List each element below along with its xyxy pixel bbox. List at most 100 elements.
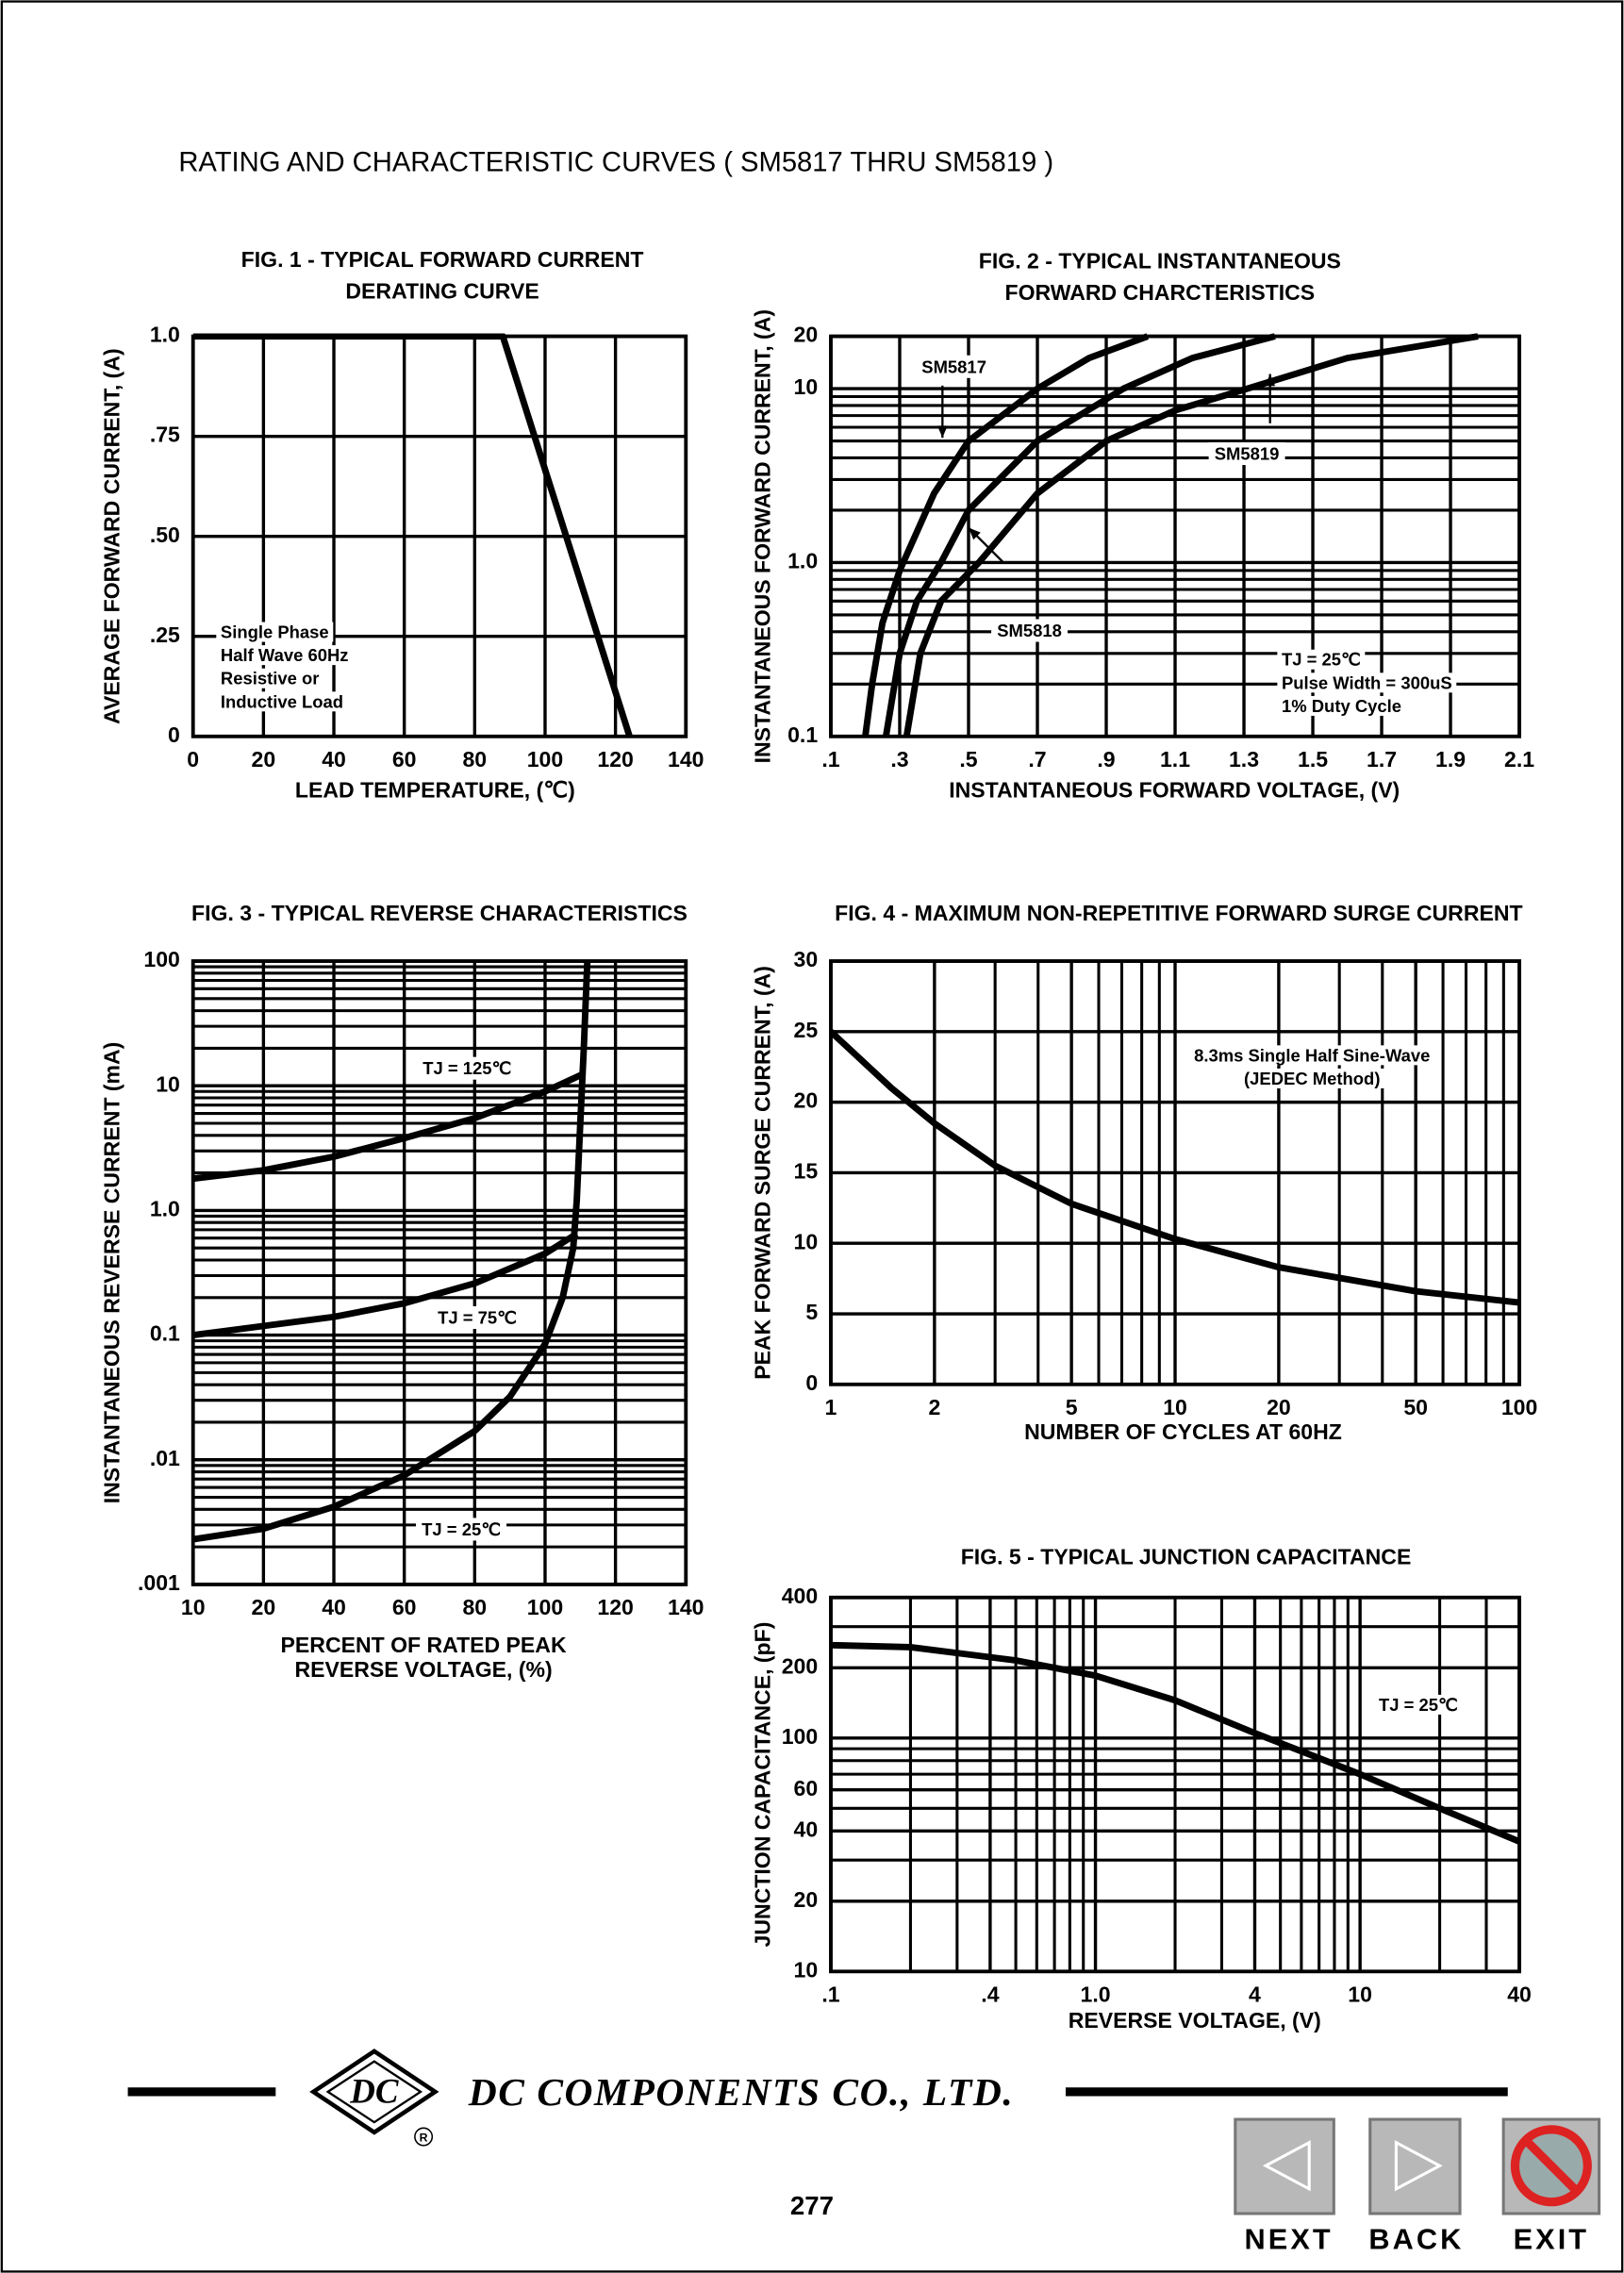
y-tick-label: .25	[150, 622, 180, 647]
next-button[interactable]: NEXT	[1234, 2117, 1335, 2255]
annotation: 8.3ms Single Half Sine-Wave	[1194, 1045, 1430, 1065]
curve	[192, 1231, 579, 1338]
x-tick-label: 10	[181, 1595, 206, 1619]
plot-frame	[191, 959, 688, 1586]
page-title: RATING AND CHARACTERISTIC CURVES ( SM581…	[178, 147, 1053, 177]
x-tick-label: .5	[959, 747, 977, 771]
chart-title: FIG. 2 - TYPICAL INSTANTANEOUS	[979, 248, 1341, 273]
chart: 10 20 40 60 80 100 120 140 .001 .01 0.1 1.0 10 100 TJ …	[99, 901, 704, 1682]
button-label[interactable]: NEXT	[1245, 2222, 1334, 2255]
x-tick-label: 20	[252, 1595, 276, 1619]
curve	[882, 333, 1276, 738]
x-axis-label: PERCENT OF RATED PEAK	[281, 1633, 567, 1657]
x-axis-label: INSTANTANEOUS FORWARD VOLTAGE, (V)	[949, 777, 1400, 802]
button-face[interactable]	[1234, 2117, 1335, 2215]
button-face[interactable]	[1368, 2117, 1462, 2215]
y-tick-label: 10	[156, 1071, 180, 1096]
x-tick-label: .7	[1028, 747, 1046, 771]
chart-title: FIG. 4 - MAXIMUM NON-REPETITIVE FORWARD …	[835, 901, 1522, 925]
button-icon[interactable]	[1262, 2140, 1311, 2192]
chart: .1 .3 .5 .7 .9 1.1 1.3 1.5 1.7 1.9 2.1 0.1 1.0 10 20 SM…	[750, 248, 1534, 802]
chart-title: DERATING CURVE	[345, 279, 539, 304]
back-button[interactable]: BACK	[1368, 2117, 1464, 2255]
y-tick-label: 0	[168, 722, 180, 747]
y-tick-label: 15	[794, 1159, 819, 1184]
y-tick-label: 20	[794, 323, 819, 347]
x-tick-label: 4	[1249, 1983, 1261, 2007]
registered-letter: R	[420, 2131, 428, 2144]
logo-diamond	[309, 2049, 439, 2135]
annotation-background	[1374, 1694, 1463, 1715]
y-tick-label: .50	[150, 523, 180, 547]
label-background	[431, 1305, 522, 1330]
y-axis-label: INSTANTANEOUS FORWARD CURRENT, (A)	[750, 309, 774, 763]
arrow-head	[968, 527, 981, 540]
y-tick-label: 100	[143, 947, 179, 971]
x-tick-label: 1.7	[1367, 747, 1397, 771]
x-tick-label: 100	[527, 747, 563, 771]
x-tick-label: 1.9	[1435, 747, 1466, 771]
label-background	[1208, 441, 1285, 466]
y-tick-label: .01	[150, 1446, 180, 1470]
y-tick-label: 40	[794, 1817, 819, 1841]
y-tick-label: 0.1	[787, 722, 818, 747]
company-name: DC COMPONENTS CO., LTD.	[468, 2070, 1015, 2114]
x-tick-label: .4	[981, 1983, 999, 2007]
x-tick-label: 60	[392, 747, 417, 771]
annotation: (JEDEC Method)	[1244, 1069, 1380, 1088]
curve	[830, 1029, 1520, 1306]
curve	[192, 333, 633, 738]
x-tick-label: 80	[463, 747, 488, 771]
chart: .1 .4 1.0 4 10 40 10 20 40 60 100 200 400 TJ = 25℃ FIG…	[750, 1544, 1531, 2032]
x-tick-label: 1.0	[1081, 1983, 1111, 2007]
annotation-background	[1277, 695, 1406, 716]
annotation-background	[1277, 672, 1457, 693]
label-background	[916, 355, 993, 378]
x-tick-label: 40	[322, 1595, 346, 1619]
curve	[862, 333, 1150, 738]
y-tick-label: .001	[138, 1570, 180, 1595]
y-tick-label: 1.0	[150, 1196, 180, 1220]
logo-text: DC	[349, 2071, 399, 2110]
x-tick-label: 80	[463, 1595, 488, 1619]
series-label: TJ = 25℃	[422, 1519, 501, 1539]
chart-title: FIG. 1 - TYPICAL FORWARD CURRENT	[241, 247, 644, 272]
y-tick-label: 30	[794, 947, 819, 971]
x-tick-label: 60	[392, 1595, 417, 1619]
curve	[830, 1641, 1520, 1845]
x-axis-label: NUMBER OF CYCLES AT 60HZ	[1024, 1419, 1342, 1444]
y-tick-label: 1.0	[787, 549, 818, 573]
annotation: Resistive or	[221, 669, 320, 689]
y-tick-label: 0	[805, 1370, 818, 1395]
x-tick-label: 1	[825, 1395, 837, 1419]
curve	[903, 333, 1479, 738]
annotation: TJ = 25℃	[1282, 650, 1361, 670]
x-tick-label: 100	[1501, 1395, 1537, 1419]
annotation-background	[216, 645, 354, 666]
annotation: Single Phase	[221, 622, 329, 642]
y-tick-label: 10	[794, 374, 819, 399]
y-tick-label: 20	[794, 1088, 819, 1113]
annotation-background	[216, 691, 348, 712]
registered-mark	[414, 2127, 434, 2147]
x-tick-label: 140	[668, 747, 704, 771]
button-icon[interactable]	[1394, 2140, 1443, 2192]
x-tick-label: 50	[1403, 1395, 1428, 1419]
arrow-head	[936, 425, 948, 439]
x-tick-label: 1.5	[1298, 747, 1328, 771]
x-tick-label: 1.1	[1160, 747, 1190, 771]
chart-title: FIG. 5 - TYPICAL JUNCTION CAPACITANCE	[961, 1544, 1412, 1568]
y-tick-label: 20	[794, 1887, 819, 1912]
y-tick-label: 25	[794, 1018, 819, 1042]
exit-button[interactable]: EXIT	[1501, 2117, 1601, 2255]
y-tick-label: 200	[782, 1653, 818, 1678]
y-axis-label: INSTANTANEOUS REVERSE CURRENT (mA)	[99, 1042, 124, 1504]
annotation: Half Wave 60Hz	[221, 645, 349, 665]
x-tick-label: .3	[890, 747, 908, 771]
plot-frame	[829, 959, 1521, 1386]
button-icon-bar[interactable]	[1521, 2136, 1581, 2196]
button-label[interactable]: BACK	[1368, 2222, 1464, 2255]
button-label[interactable]: EXIT	[1514, 2222, 1590, 2255]
x-tick-label: 140	[668, 1595, 704, 1619]
